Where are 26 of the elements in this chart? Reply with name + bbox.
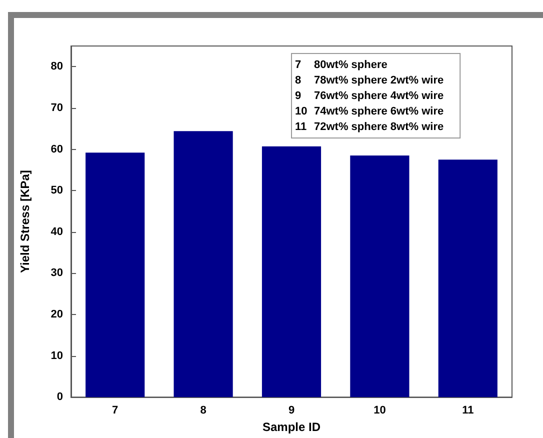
x-tick-label: 8 xyxy=(200,404,206,417)
bar xyxy=(174,131,233,398)
annotation: 10 74wt% sphere 6wt% wire xyxy=(295,105,444,118)
bar xyxy=(262,146,322,398)
annotation: 7 80wt% sphere xyxy=(295,58,388,71)
y-tick-label: 60 xyxy=(50,143,63,156)
y-tick-label: 40 xyxy=(50,226,63,238)
annotation: 9 76wt% sphere 4wt% wire xyxy=(295,90,444,102)
y-tick-label: 10 xyxy=(50,350,63,362)
x-axis-title: Sample ID xyxy=(262,420,321,434)
y-tick-label: 0 xyxy=(56,391,63,404)
y-axis-title: Yield Stress [KPa] xyxy=(18,170,32,274)
bar xyxy=(350,155,410,398)
y-tick-label: 30 xyxy=(50,267,63,280)
y-tick-label: 20 xyxy=(50,308,63,320)
annotation: 8 78wt% sphere 2wt% wire xyxy=(295,74,444,86)
x-tick-label: 10 xyxy=(374,404,386,417)
y-tick-label: 70 xyxy=(50,102,63,114)
bar xyxy=(86,152,145,398)
x-tick-label: 9 xyxy=(288,404,295,417)
bar xyxy=(438,160,498,398)
x-tick-label: 11 xyxy=(462,404,474,417)
y-tick-label: 50 xyxy=(50,184,63,197)
x-tick-label: 7 xyxy=(112,404,118,417)
annotation: 11 72wt% sphere 8wt% wire xyxy=(295,120,444,133)
y-tick-label: 80 xyxy=(50,60,63,73)
